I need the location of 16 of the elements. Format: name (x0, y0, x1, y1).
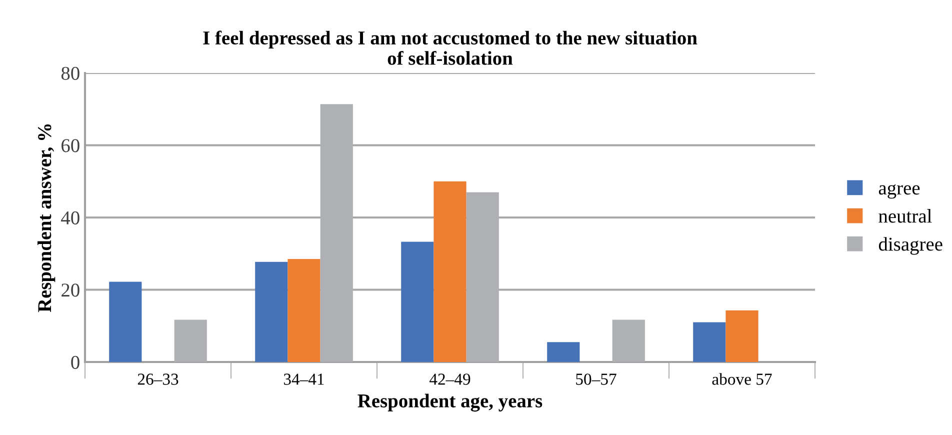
x-tick-label: 34–41 (284, 374, 324, 385)
x-tick-label: 42–49 (429, 374, 470, 385)
y-tick-label: 20 (62, 284, 80, 297)
x-tick-label: 26–33 (138, 374, 178, 385)
x-axis-title: Respondent age, years (358, 394, 542, 412)
x-tick-label: above 57 (712, 373, 772, 385)
y-axis-title: Respondent answer, % (38, 124, 56, 312)
legend-label: neutral (878, 209, 932, 223)
y-tick-label: 40 (61, 211, 80, 224)
x-tick-label: 50–57 (576, 374, 616, 385)
y-tick-label: 0 (71, 356, 80, 369)
legend-label: disagree (878, 237, 942, 255)
chart-title: I feel depressed as I am not accustomed to the new situation of self-isolation (203, 30, 698, 65)
y-tick-label: 60 (62, 139, 80, 152)
legend-label: agree (878, 184, 920, 199)
y-tick-label: 80 (61, 66, 80, 80)
